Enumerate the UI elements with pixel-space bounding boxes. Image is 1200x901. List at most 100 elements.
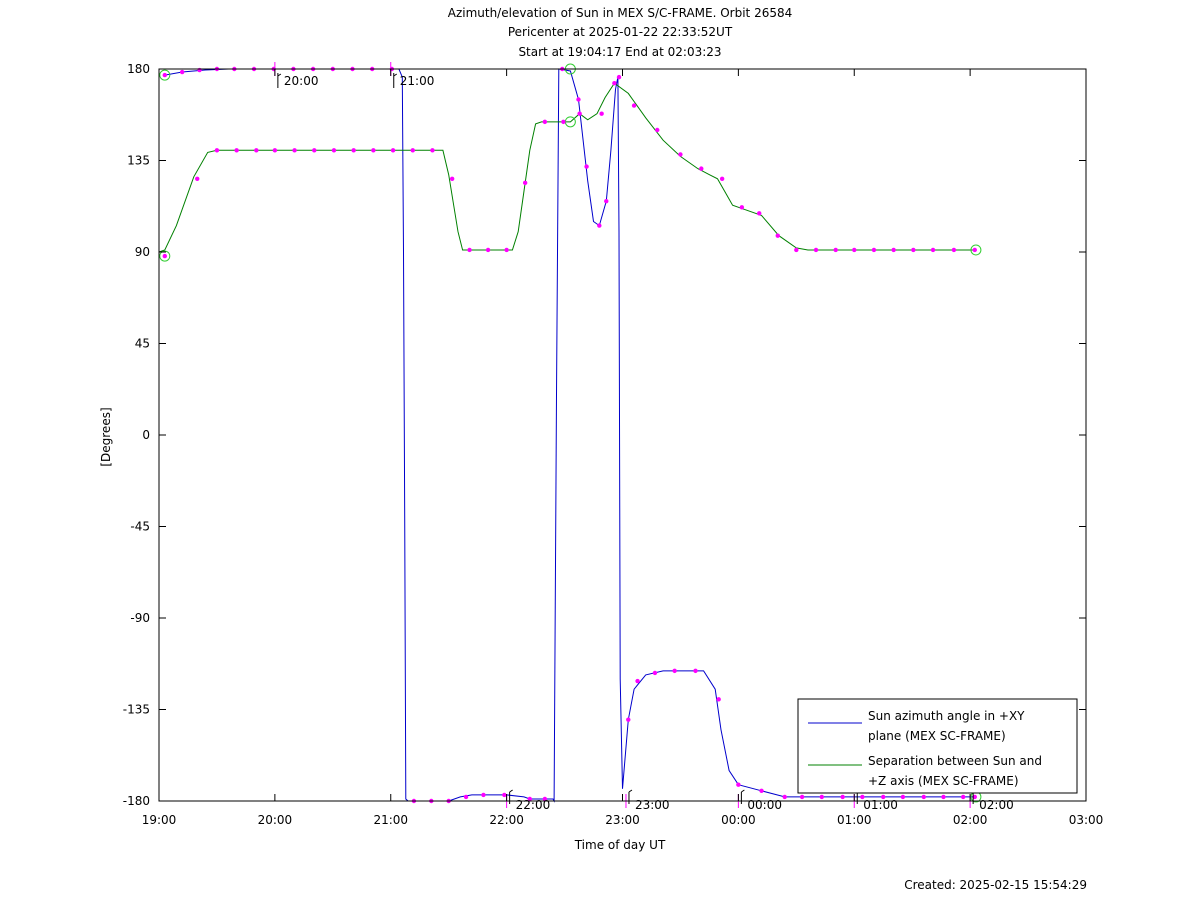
- x-tick-label: 19:00: [142, 813, 177, 827]
- separation-data-point: [972, 247, 977, 253]
- start-end-marker: [159, 250, 171, 262]
- separation-data-point: [739, 205, 745, 210]
- separation-data-point: [542, 119, 548, 125]
- azimuth-data-point: [759, 788, 764, 794]
- y-tick-label: -90: [130, 611, 150, 625]
- separation-data-point: [292, 148, 297, 153]
- separation-data-point: [371, 148, 376, 153]
- azimuth-data-point: [693, 668, 698, 674]
- azimuth-data-point: [672, 668, 677, 674]
- separation-data-point: [254, 148, 259, 153]
- separation-data-point: [312, 148, 317, 153]
- legend-label-azimuth-line1: Sun azimuth angle in +XY: [868, 709, 1025, 723]
- azimuth-data-point: [972, 794, 977, 800]
- plot-frame: [158, 68, 1087, 802]
- chart-title: Azimuth/elevation of Sun in MEX S/C-FRAM…: [448, 6, 793, 20]
- hour-marker-tick: [393, 73, 398, 77]
- hour-marker-label: 20:00: [284, 74, 319, 88]
- y-tick-label: -45: [130, 520, 150, 534]
- x-tick-label: 03:00: [1069, 813, 1104, 827]
- azimuth-data-point: [860, 794, 865, 800]
- separation-data-point: [351, 148, 356, 153]
- hour-marker-label: 21:00: [400, 74, 435, 88]
- azimuth-data-point: [782, 794, 787, 800]
- separation-data-point: [852, 247, 857, 253]
- azimuth-data-point: [162, 72, 167, 78]
- separation-data-point: [390, 148, 396, 153]
- separation-data-point: [504, 247, 509, 253]
- plot-lines: [158, 68, 976, 803]
- separation-data-point: [561, 119, 566, 125]
- separation-data-point: [813, 247, 819, 253]
- azimuth-data-point: [635, 678, 640, 684]
- x-tick-label: 23:00: [605, 813, 640, 827]
- separation-data-point: [234, 148, 239, 153]
- separation-data-point: [331, 148, 337, 153]
- separation-data-point: [951, 247, 957, 253]
- separation-data-point: [678, 152, 683, 157]
- y-tick-label: 135: [127, 154, 150, 168]
- y-tick-label: -180: [123, 794, 150, 808]
- y-tick-label: 45: [135, 337, 150, 351]
- legend-label-separation-line2: +Z axis (MEX SC-FRAME): [868, 774, 1019, 788]
- hour-marker-tick: [628, 789, 633, 793]
- azimuth-data-point: [960, 794, 966, 800]
- azimuth-data-point: [481, 792, 486, 798]
- y-tick-label: -135: [123, 703, 150, 717]
- separation-data-point: [833, 247, 838, 253]
- start-end-marker: [970, 244, 982, 256]
- azimuth-data-point: [799, 794, 805, 800]
- azimuth-data-point: [716, 697, 721, 702]
- azimuth-data-point: [900, 794, 906, 800]
- separation-data-point: [775, 233, 780, 238]
- separation-data-point: [577, 111, 582, 116]
- hour-marker-label: 22:00: [516, 798, 551, 812]
- azimuth-data-point: [840, 794, 845, 800]
- azimuth-data-point: [921, 794, 926, 800]
- separation-data-point: [631, 103, 637, 108]
- azimuth-data-point: [584, 164, 589, 169]
- hour-marker-tick: [277, 73, 282, 77]
- separation-data-point: [430, 148, 435, 153]
- legend-box: [797, 698, 1078, 794]
- x-tick-label: 01:00: [837, 813, 872, 827]
- azimuth-data-point: [736, 782, 741, 787]
- series-line-azimuth: [164, 68, 976, 803]
- x-tick-label: 00:00: [721, 813, 756, 827]
- azimuth-data-point: [604, 198, 609, 204]
- legend: Sun azimuth angle in +XY plane (MEX SC-F…: [797, 698, 1078, 794]
- start-end-marker: [159, 69, 171, 81]
- azimuth-data-point: [463, 794, 469, 800]
- separation-data-point: [522, 180, 528, 186]
- separation-data-point: [467, 247, 472, 253]
- y-axis: 180 135 90 45 0 -45 -90 -135 -180: [123, 62, 1086, 808]
- separation-data-point: [410, 148, 415, 153]
- azimuth-data-point: [597, 223, 602, 228]
- separation-data-point: [655, 127, 660, 133]
- separation-data-point: [891, 247, 896, 253]
- azimuth-data-point: [616, 74, 622, 80]
- separation-data-point: [871, 247, 877, 253]
- azimuth-data-point: [527, 796, 532, 802]
- hour-marker-label: 02:00: [979, 798, 1014, 812]
- separation-data-point: [485, 247, 491, 253]
- azimuth-data-point: [652, 670, 658, 676]
- separation-data-point: [719, 176, 725, 181]
- azimuth-data-point: [626, 717, 631, 722]
- x-tick-label: 21:00: [373, 813, 408, 827]
- hour-marker-tick: [509, 789, 513, 793]
- separation-data-point: [214, 148, 220, 153]
- created-timestamp: Created: 2025-02-15 15:54:29: [904, 878, 1087, 892]
- azimuth-data-point: [941, 794, 946, 800]
- separation-data-point: [195, 176, 200, 181]
- azimuth-data-point: [542, 796, 548, 802]
- azimuth-data-point: [197, 67, 202, 73]
- azimuth-data-point: [819, 794, 825, 800]
- chart-subtitle-pericenter: Pericenter at 2025-01-22 22:33:52UT: [508, 25, 733, 39]
- x-tick-label: 20:00: [258, 813, 293, 827]
- separation-data-point: [930, 247, 936, 253]
- x-axis-label: Time of day UT: [574, 838, 666, 852]
- y-tick-label: 90: [135, 245, 150, 259]
- chart-subtitle-start-end: Start at 19:04:17 End at 02:03:23: [518, 45, 721, 59]
